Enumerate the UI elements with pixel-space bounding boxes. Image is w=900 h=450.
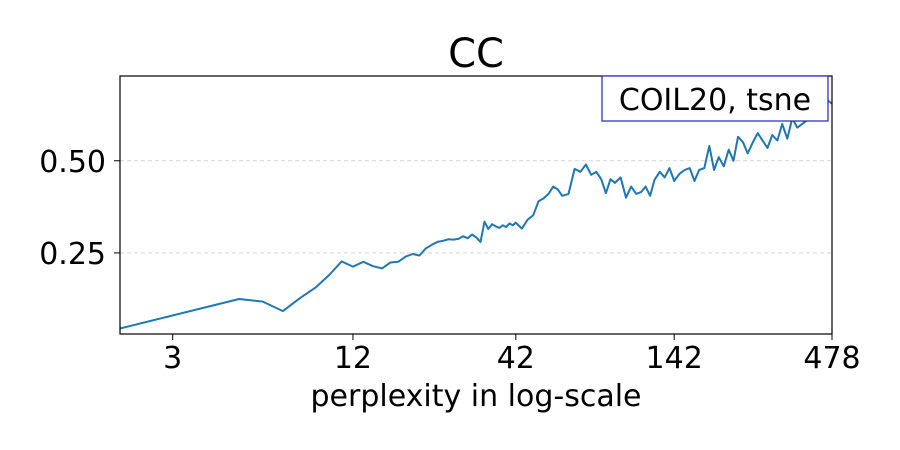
x-tick-label: 478: [803, 341, 860, 376]
x-tick-label: 3: [163, 341, 182, 376]
series-layer: [119, 99, 833, 330]
chart-title: CC: [448, 31, 504, 77]
annotation-box: COIL20, tsne: [601, 75, 829, 122]
x-tick-label: 12: [334, 341, 372, 376]
y-tick-label: 0.50: [39, 145, 106, 180]
series-line: [119, 99, 833, 330]
x-tick-label: 42: [497, 341, 535, 376]
y-axis-ticks: 0.25 0.50: [39, 145, 120, 272]
annotation-frame: [601, 75, 829, 122]
annotation-text: COIL20, tsne: [619, 83, 811, 118]
x-axis-label: perplexity in log-scale: [310, 379, 641, 414]
y-tick-label: 0.25: [39, 237, 106, 272]
x-axis-ticks: 3 12 42 142 478: [163, 334, 861, 376]
grid-lines: [120, 160, 832, 254]
plot-frame: [119, 75, 833, 335]
x-tick-label: 142: [646, 341, 703, 376]
